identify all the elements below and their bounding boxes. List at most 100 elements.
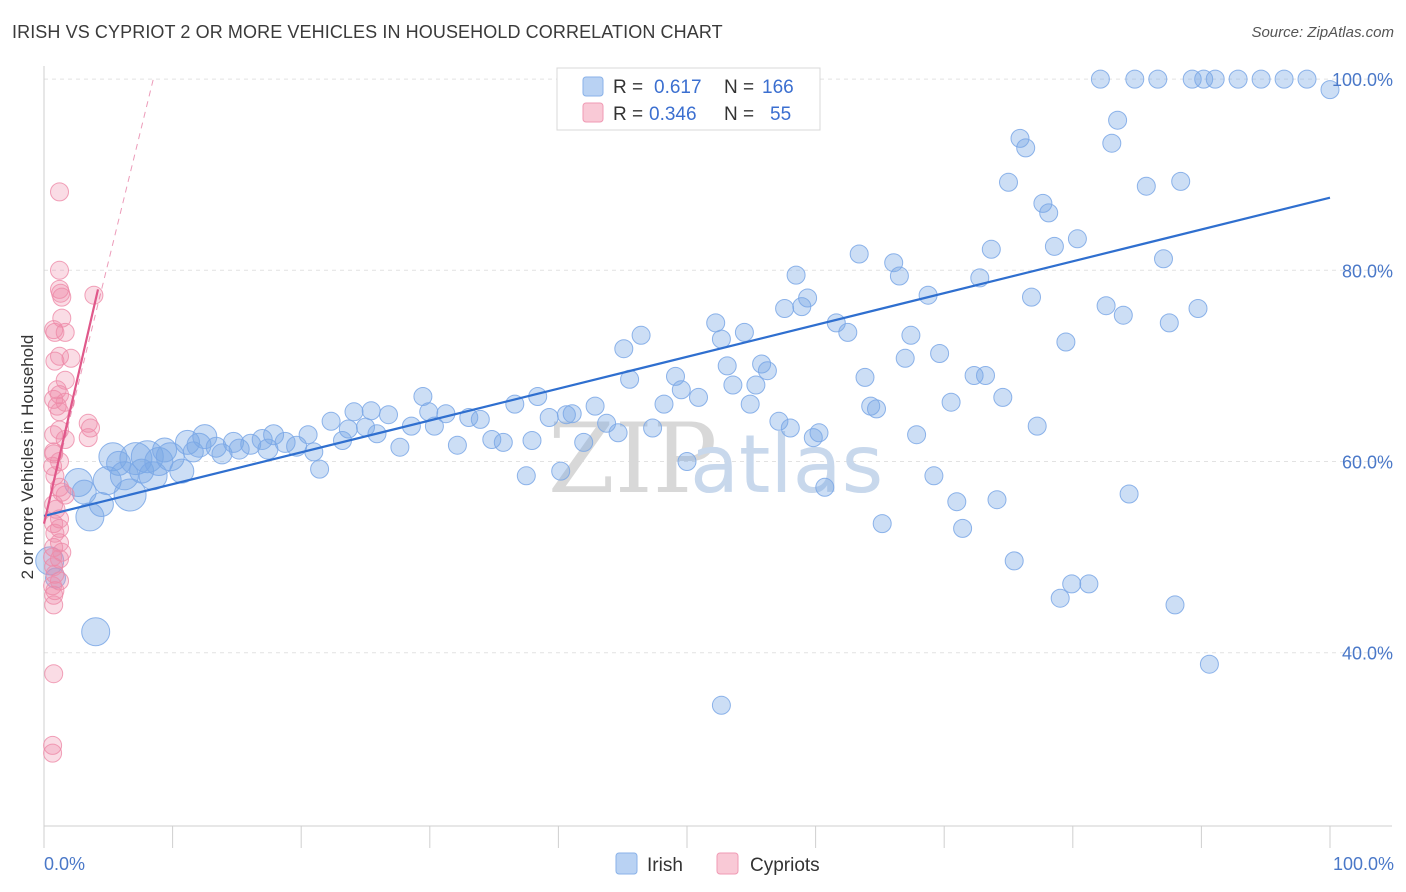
irish-point [556, 405, 576, 425]
irish-point [775, 299, 795, 318]
irish-point [144, 447, 174, 476]
irish-point [1194, 69, 1214, 89]
cypriot-point [44, 664, 64, 684]
irish-point [711, 695, 731, 715]
irish-point [930, 344, 950, 363]
irish-point [240, 433, 262, 455]
irish-point [924, 466, 944, 486]
legend-cypriot-r-label: R = [613, 104, 643, 125]
cypriot-point [44, 557, 64, 577]
irish-point [585, 396, 605, 416]
irish-point [379, 405, 398, 425]
legend-cypriot-r-value: 0.346 [649, 104, 697, 125]
chart-title: IRISH VS CYPRIOT 2 OR MORE VEHICLES IN H… [12, 22, 723, 42]
irish-point [310, 459, 330, 479]
irish-point [976, 366, 995, 385]
irish-point [1182, 69, 1202, 89]
irish-point [470, 409, 490, 429]
cypriot-point [43, 743, 63, 763]
irish-point [424, 416, 444, 436]
legend-cypriot-n-label: N = [724, 104, 754, 125]
irish-point [361, 401, 381, 421]
irish-point [1165, 595, 1185, 615]
irish-point [677, 452, 697, 471]
cypriot-point [52, 482, 72, 502]
irish-point [734, 322, 754, 342]
irish-point [344, 402, 364, 422]
irish-point [63, 468, 93, 497]
irish-point [223, 431, 244, 453]
irish-point [746, 375, 766, 395]
legend-irish-n-value: 166 [762, 77, 794, 98]
irish-point [1102, 133, 1122, 153]
source-label: Source: ZipAtlas.com [1251, 24, 1394, 41]
irish-point [562, 404, 582, 424]
irish-point [987, 490, 1007, 510]
cypriot-point [44, 595, 64, 615]
irish-point [1062, 574, 1082, 594]
irish-point [1113, 305, 1133, 325]
irish-point [631, 325, 651, 345]
legend-bottom: Irish Cypriots [615, 852, 820, 876]
irish-point [205, 436, 227, 458]
irish-point [169, 458, 195, 484]
cypriot-point [78, 428, 98, 448]
irish-point [1022, 287, 1041, 307]
cypriot-point [43, 576, 63, 596]
legend-bottom-irish-swatch [615, 852, 638, 875]
irish-point [1320, 80, 1340, 100]
irish-point [1188, 299, 1208, 318]
irish-point [338, 419, 358, 439]
irish-point [152, 437, 178, 463]
irish-point [1228, 69, 1248, 89]
irish-point [109, 461, 139, 491]
irish-point [1033, 193, 1053, 213]
irish-point [1108, 110, 1128, 130]
irish-point [981, 239, 1001, 259]
cypriot-point [45, 523, 65, 543]
irish-point [815, 477, 835, 497]
y-tick-label-100: 100.0% [1332, 70, 1393, 90]
trend-lines [42, 78, 1331, 524]
legend-irish-r-label: R = [613, 77, 643, 98]
cypriot-point [50, 260, 69, 280]
cypriot-point [61, 348, 81, 368]
irish-point [1119, 484, 1139, 504]
irish-point [119, 442, 153, 476]
irish-point [1044, 236, 1064, 256]
cypriot-point [50, 549, 69, 569]
legend-cypriot-swatch [582, 102, 604, 123]
legend-bottom-cypriot-label: Cypriots [750, 855, 820, 876]
irish-point [263, 424, 285, 446]
cypriot-point [50, 182, 69, 202]
irish-point [1050, 588, 1070, 608]
x-tick-label-min: 0.0% [44, 854, 85, 874]
irish-point [780, 418, 800, 438]
irish-point [889, 266, 909, 286]
irish-point [953, 518, 973, 538]
irish-point [941, 392, 961, 412]
legend-irish-r-value: 0.617 [654, 77, 702, 98]
legend-bottom-cypriot-swatch [716, 852, 739, 875]
cypriot-point [44, 585, 64, 605]
cypriot-point [50, 477, 69, 497]
irish-point [274, 431, 296, 453]
irish-point [1125, 69, 1145, 89]
irish-point [551, 461, 571, 481]
irish-point [993, 387, 1013, 407]
irish-points [35, 69, 1340, 715]
x-tick-label-max: 100.0% [1333, 854, 1394, 874]
irish-point [516, 466, 536, 486]
irish-point [1067, 229, 1087, 249]
cypriot-point [81, 418, 100, 438]
irish-point [1199, 654, 1219, 674]
irish-point [1251, 69, 1271, 89]
cypriot-point [47, 396, 67, 416]
irish-point [769, 411, 789, 431]
cypriot-point [43, 547, 63, 567]
irish-point [849, 244, 869, 264]
irish-point [98, 442, 128, 472]
irish-point [798, 288, 818, 308]
irish-point [1159, 313, 1179, 333]
